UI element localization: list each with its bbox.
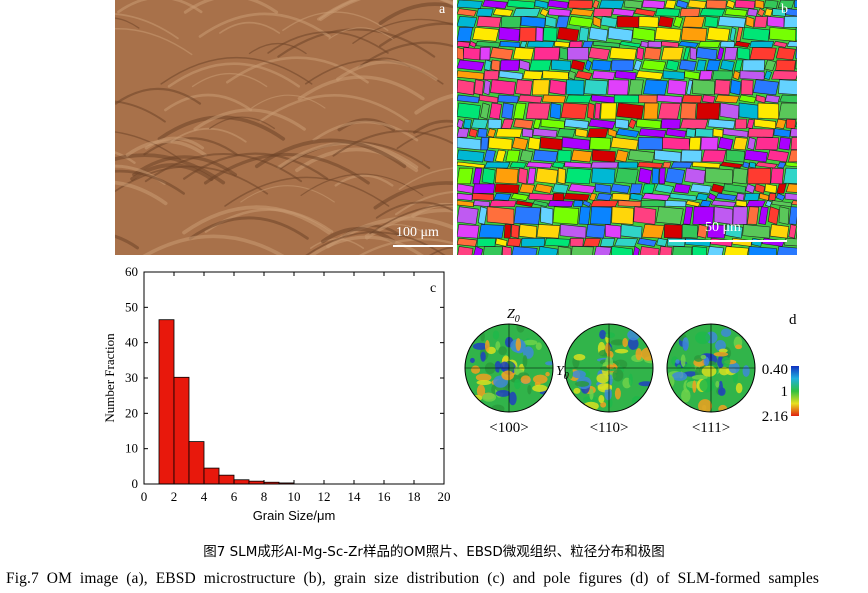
om-image-panel: a 100 μm	[115, 0, 453, 255]
grain-size-histogram: 0 2 4 6 8 10 12 14 16 18 20 0 10 20 30 40 50 60 Grain Size…	[102, 264, 451, 523]
x-axis-label: Grain Size/μm	[253, 508, 336, 523]
colorbar-tick-2: 2.16	[762, 409, 789, 425]
histogram-bar-2	[188, 441, 205, 485]
pole-figure-outline-2	[666, 323, 756, 413]
x-tick-label-10: 20	[438, 489, 451, 504]
pole-figure-0	[465, 324, 553, 412]
histogram-bar-0	[158, 319, 175, 485]
x-tick-label-5: 10	[288, 489, 301, 504]
y-axis-ticks: 0 10 20 30 40 50 60	[125, 264, 444, 491]
histogram-bar-3	[203, 467, 220, 485]
pole-direction-label-1: <110>	[590, 420, 629, 436]
histogram-bar-4	[218, 474, 235, 485]
om-melt-pool-arcs	[115, 0, 453, 255]
x-axis-ticks: 0 2 4 6 8 10 12 14 16 18 20	[141, 272, 451, 504]
om-micrograph	[115, 0, 453, 255]
panel-a-letter: a	[439, 2, 446, 17]
pole-figure-outline-0	[464, 323, 554, 413]
panel-b-scale-label: 50 μm	[705, 220, 741, 235]
x-tick-label-0: 0	[141, 489, 148, 504]
x-tick-label-8: 16	[378, 489, 392, 504]
panel-b-scalebar	[669, 240, 787, 242]
panel-a-scale-label: 100 μm	[396, 225, 439, 240]
x-tick-label-6: 12	[318, 489, 331, 504]
pole-figure-outline-1	[564, 323, 654, 413]
y-tick-label-0: 0	[132, 476, 139, 491]
pole-figures-panel: <100> <110> <111> Z0 Y0 d 0.40 1 2.16	[460, 300, 820, 440]
pole-direction-label-2: <111>	[692, 420, 730, 436]
pole-direction-label-0: <100>	[489, 420, 528, 436]
x-tick-label-9: 18	[408, 489, 421, 504]
panel-a-scalebar	[393, 245, 453, 247]
y-tick-label-1: 10	[125, 441, 138, 456]
pole-figure-2	[667, 324, 755, 412]
pole-figure-1	[565, 324, 653, 412]
ebsd-map-panel: b 50 μm	[457, 0, 797, 255]
histogram-bar-1	[173, 376, 190, 485]
caption-chinese: 图7 SLM成形Al-Mg-Sc-Zr样品的OM照片、EBSD微观组织、粒径分布…	[203, 544, 665, 560]
y-tick-label-5: 50	[125, 299, 138, 314]
histogram-bar-5	[233, 479, 250, 485]
panel-b-letter: b	[781, 2, 788, 17]
panel-d-letter: d	[789, 312, 797, 328]
y-tick-label-2: 20	[125, 405, 138, 420]
y-axis-label: Number Fraction	[102, 333, 117, 423]
x-tick-label-7: 14	[348, 489, 362, 504]
axis-z0-label: Z0	[507, 307, 520, 325]
ebsd-grains	[457, 0, 797, 255]
colorbar-tick-1: 1	[781, 384, 789, 400]
y-tick-label-6: 60	[125, 264, 138, 279]
panel-c-letter: c	[430, 281, 436, 296]
y-tick-label-4: 40	[125, 335, 138, 350]
x-tick-label-2: 4	[201, 489, 208, 504]
histogram-bars	[158, 319, 295, 485]
grain-size-chart: 0 2 4 6 8 10 12 14 16 18 20 0 10 20 30 40 50 60 Grain Size…	[100, 262, 460, 527]
x-tick-label-1: 2	[171, 489, 178, 504]
colorbar	[791, 366, 799, 416]
caption-english: Fig.7 OM image (a), EBSD microstructure …	[6, 570, 819, 587]
y-tick-label-3: 30	[125, 370, 138, 385]
x-tick-label-3: 6	[231, 489, 238, 504]
ebsd-grain-map	[457, 0, 797, 255]
x-tick-label-4: 8	[261, 489, 268, 504]
colorbar-tick-0: 0.40	[762, 362, 788, 378]
